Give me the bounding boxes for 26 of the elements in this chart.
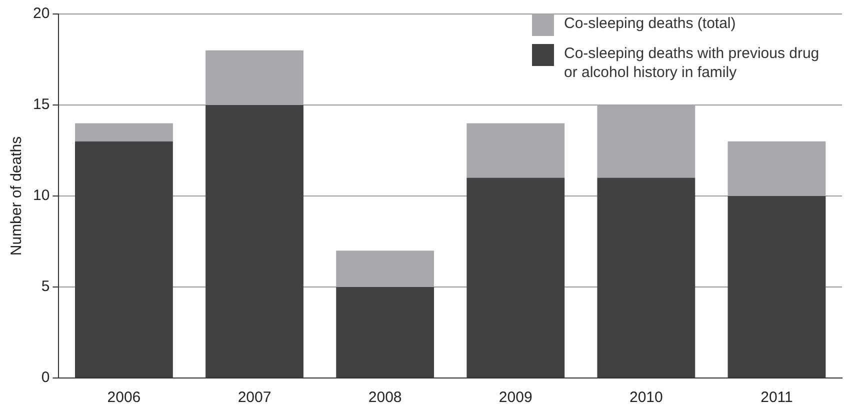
bar — [466, 123, 565, 178]
legend-label: Co-sleeping deaths with previous drug or alcohol history in family — [564, 44, 820, 82]
bar — [597, 105, 696, 178]
legend-label: Co-sleeping deaths (total) — [564, 14, 736, 33]
bar — [466, 178, 565, 378]
bar — [206, 105, 304, 378]
bar — [728, 196, 826, 378]
x-tick-label: 2008 — [368, 389, 402, 406]
x-tick-label: 2006 — [107, 389, 141, 406]
bar — [728, 141, 826, 196]
bar — [336, 250, 434, 287]
x-tick-label: 2010 — [629, 389, 663, 406]
x-tick-label: 2009 — [498, 389, 532, 406]
x-tick-label: 2007 — [238, 389, 272, 406]
y-tick-label: 0 — [41, 369, 50, 386]
y-tick-label: 20 — [32, 5, 50, 22]
x-tick-label: 2011 — [760, 389, 793, 406]
bar — [336, 287, 434, 378]
bar — [75, 141, 173, 378]
bar — [206, 50, 304, 105]
bar — [75, 123, 173, 142]
bar — [597, 178, 696, 378]
y-tick-label: 15 — [32, 96, 50, 114]
y-axis-title: Number of deaths — [8, 136, 26, 256]
y-tick-label: 5 — [41, 278, 50, 296]
y-tick-label: 10 — [32, 187, 50, 204]
